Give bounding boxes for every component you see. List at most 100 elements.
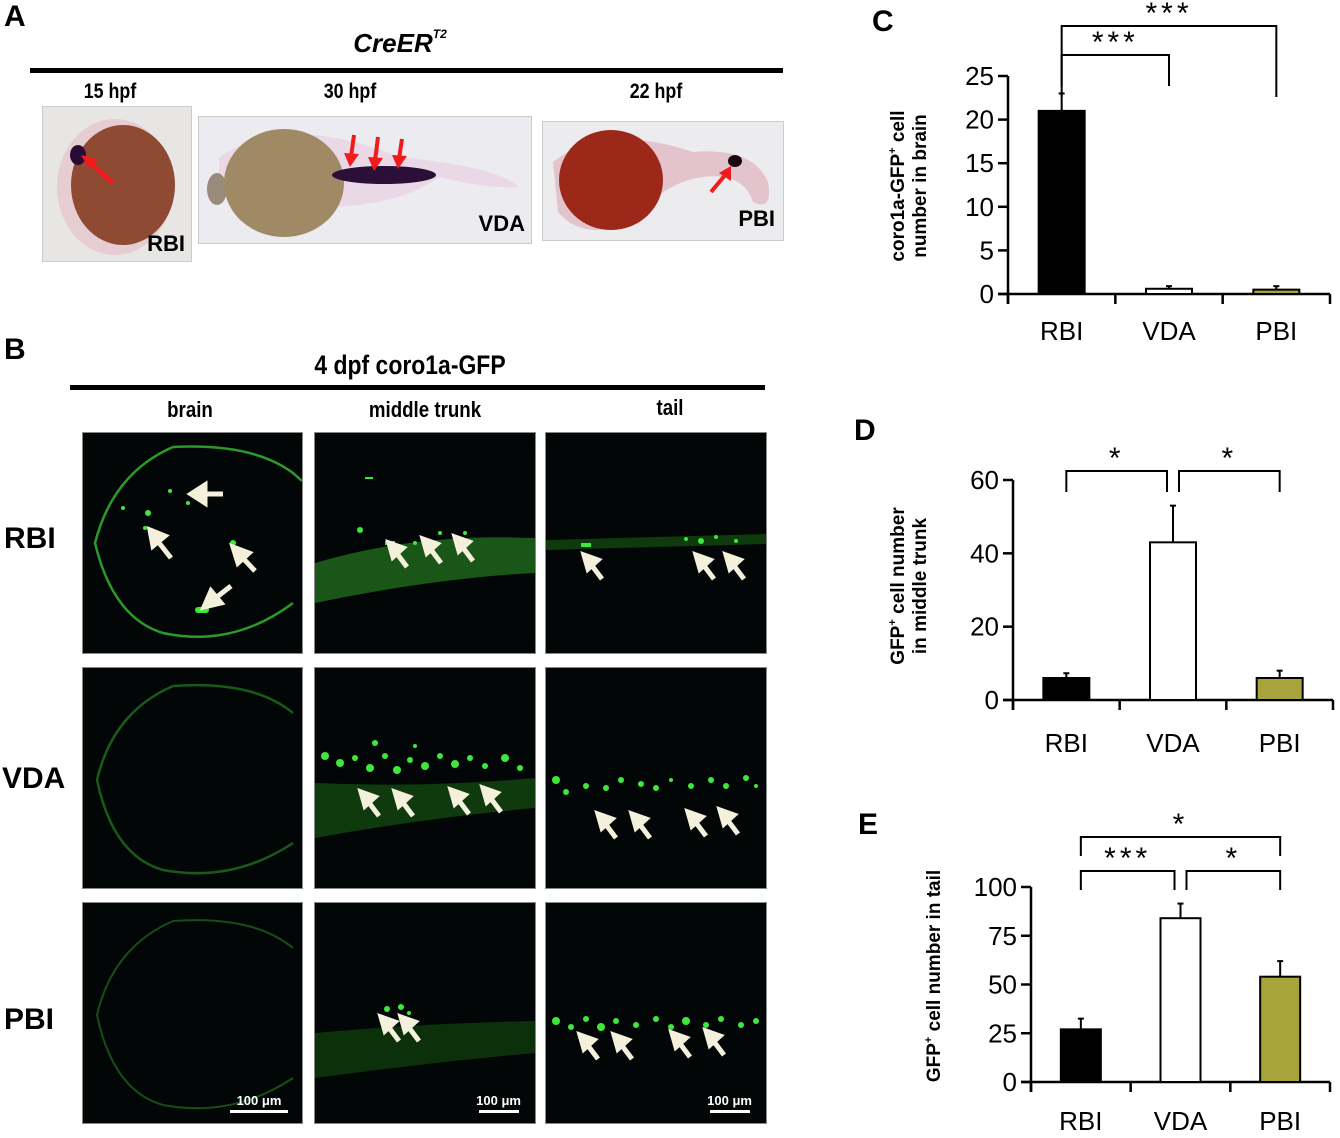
- x-tick-label: VDA: [1154, 1106, 1208, 1136]
- y-tick-label: 5: [980, 235, 994, 265]
- y-axis-label: coro1a-GFP+ cell number in brain: [887, 110, 931, 261]
- bar-pbi: [1259, 975, 1302, 1083]
- red-arrow-icon: [81, 155, 115, 185]
- bar-rbi: [1037, 109, 1086, 295]
- bar-pbi: [1252, 288, 1301, 296]
- micrograph-pbi-middle-trunk: 100 μm: [314, 902, 536, 1124]
- x-tick-label: VDA: [1146, 728, 1200, 758]
- panel-d-letter: D: [854, 414, 876, 447]
- significance-label: *: [1173, 808, 1189, 841]
- embryo-label-vda: VDA: [478, 211, 525, 236]
- white-arrow-icon: [385, 539, 409, 569]
- y-axis-label-sup: +: [923, 1037, 935, 1043]
- embryo-vda-drawing: [207, 129, 519, 237]
- y-tick-label: 0: [980, 279, 994, 309]
- y-axis-label-text: cell: [888, 110, 909, 147]
- white-arrow-icon: [576, 1031, 600, 1061]
- x-tick-label: PBI: [1255, 316, 1297, 346]
- significance-bracket: [1060, 25, 1278, 97]
- y-axis-label-sup: +: [887, 619, 899, 625]
- white-arrow-icon: [716, 806, 740, 836]
- y-axis-label-text: cell number in tail: [924, 870, 945, 1037]
- white-arrow-icon: [199, 584, 233, 611]
- panel-a-letter: A: [4, 0, 26, 33]
- significance-bracket: [1178, 470, 1281, 492]
- row-label-vda: VDA: [2, 762, 66, 795]
- micrograph-pbi-tail: 100 μm: [545, 902, 767, 1124]
- white-arrow-icon: [229, 542, 257, 573]
- x-tick-label: RBI: [1045, 728, 1088, 758]
- significance-bracket: [1185, 870, 1282, 890]
- y-axis-label-text: cell number: [888, 507, 909, 620]
- y-axis-label-sup: +: [887, 147, 899, 153]
- y-tick-label: 0: [985, 685, 999, 715]
- y-tick-label: 0: [1003, 1067, 1017, 1097]
- embryo-image-pbi: PBI: [542, 121, 784, 241]
- significance-bracket: [1079, 836, 1282, 856]
- y-tick-label: 10: [965, 192, 994, 222]
- y-axis-label-line1: coro1a-GFP+ cell: [887, 110, 909, 261]
- x-tick-label: PBI: [1259, 728, 1301, 758]
- y-axis-label-line1: GFP+ cell number in tail: [923, 870, 945, 1082]
- y-axis-label-text: coro1a-GFP: [888, 154, 909, 262]
- stage-label-15hpf: 15 hpf: [83, 80, 137, 103]
- white-arrow-icon: [668, 1029, 692, 1059]
- scale-bar-tail: 100 μm: [707, 1093, 752, 1113]
- micrograph-vda-tail: [545, 667, 767, 889]
- white-arrow-icon: [397, 1013, 421, 1043]
- y-tick-label: 20: [970, 612, 999, 642]
- micrograph-rbi-middle-trunk: [314, 432, 536, 654]
- y-axis-label-line2: in middle trunk: [910, 517, 931, 654]
- white-arrow-icon: [692, 551, 716, 581]
- white-arrow-icon: [146, 525, 173, 560]
- panel-b-title: 4 dpf coro1a-GFP: [314, 350, 506, 380]
- micrograph-vda-brain: [82, 667, 303, 889]
- chart-d: 0 20 40 60 RBI VDA PBI * * GFP+ cell number in mid…: [887, 442, 1335, 758]
- panel-a-divider: [30, 68, 783, 73]
- red-arrow-icon: [392, 138, 407, 169]
- y-tick-label: 75: [988, 921, 1017, 951]
- embryo-label-pbi: PBI: [738, 206, 775, 231]
- scale-bar-label: 100 μm: [476, 1093, 521, 1108]
- white-arrow-icon: [451, 533, 475, 563]
- bar-vda: [1159, 917, 1202, 1083]
- y-axis-label-line1: GFP+ cell number: [887, 507, 909, 665]
- panel-c-letter: C: [872, 5, 894, 38]
- x-tick-label: RBI: [1040, 316, 1083, 346]
- col-label-middle-trunk: middle trunk: [368, 397, 482, 422]
- y-axis-label: GFP+ cell number in middle trunk: [887, 507, 931, 665]
- panel-a-title-main: CreER: [353, 28, 433, 58]
- y-axis-label-text: GFP: [924, 1043, 945, 1082]
- significance-label: *: [1225, 842, 1241, 875]
- white-arrow-icon: [594, 810, 618, 840]
- y-tick-label: 20: [965, 105, 994, 135]
- x-tick-label: RBI: [1059, 1106, 1102, 1136]
- significance-bracket: [1079, 870, 1176, 890]
- y-tick-label: 15: [965, 148, 994, 178]
- bar-pbi: [1255, 677, 1304, 701]
- bar-rbi: [1042, 677, 1091, 701]
- significance-label: *: [1109, 442, 1125, 475]
- significance-bracket: [1065, 470, 1168, 492]
- panel-e-letter: E: [858, 808, 879, 841]
- y-axis-label-line2: number in brain: [910, 114, 931, 258]
- y-tick-label: 25: [965, 61, 994, 91]
- row-label-pbi: PBI: [4, 1003, 55, 1036]
- panel-b-letter: B: [4, 333, 26, 366]
- micrograph-rbi-tail: [545, 432, 767, 654]
- y-tick-label: 60: [970, 465, 999, 495]
- bar-rbi: [1059, 1028, 1102, 1084]
- y-tick-label: 25: [988, 1018, 1017, 1048]
- white-arrow-icon: [391, 788, 415, 818]
- red-arrow-icon: [344, 134, 359, 167]
- x-tick-label: VDA: [1142, 316, 1196, 346]
- white-arrow-icon: [610, 1031, 634, 1061]
- significance-bracket: [1060, 54, 1170, 86]
- y-tick-label: 40: [970, 538, 999, 568]
- micrograph-vda-middle-trunk: [314, 667, 536, 889]
- white-arrow-icon: [186, 480, 223, 508]
- scale-bar-label: 100 μm: [707, 1093, 752, 1108]
- panel-b-divider: [70, 385, 765, 390]
- white-arrow-icon: [684, 808, 708, 838]
- white-arrow-icon: [479, 784, 503, 814]
